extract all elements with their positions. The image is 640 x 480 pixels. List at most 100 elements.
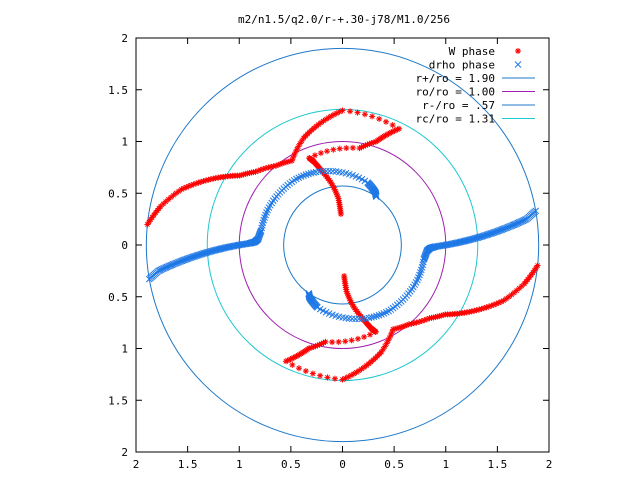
axis-ticks: 2 1.5 1 0.5 0 0.5 1 1.5 221.510.500.511.52 bbox=[108, 32, 552, 471]
data-point bbox=[361, 333, 368, 340]
data-point bbox=[223, 244, 230, 251]
data-point bbox=[372, 328, 379, 335]
data-point bbox=[468, 236, 475, 243]
legend-label: rc/ro = 1.31 bbox=[416, 113, 495, 126]
data-point bbox=[330, 146, 337, 153]
data-point bbox=[532, 207, 540, 215]
data-point bbox=[376, 115, 383, 122]
data-point bbox=[205, 248, 212, 256]
data-point bbox=[503, 295, 510, 302]
data-point bbox=[210, 247, 217, 254]
phase-points bbox=[144, 48, 541, 383]
y-tick-label: 1 bbox=[121, 136, 128, 149]
data-point bbox=[211, 246, 219, 254]
x-tick-label: 2 bbox=[133, 458, 140, 471]
data-point bbox=[456, 238, 464, 246]
y-tick-label: 2 bbox=[121, 32, 128, 45]
data-point bbox=[311, 152, 318, 159]
y-tick-label: 0 bbox=[121, 239, 128, 252]
data-point bbox=[145, 275, 153, 283]
data-point bbox=[368, 314, 375, 321]
data-point bbox=[208, 247, 216, 255]
data-point bbox=[335, 338, 342, 345]
data-point bbox=[206, 248, 214, 256]
legend-label: W phase bbox=[449, 45, 495, 58]
data-point bbox=[305, 170, 312, 178]
ring-0.57 bbox=[283, 185, 402, 305]
y-tick-label: 2 bbox=[121, 446, 128, 459]
data-point bbox=[220, 244, 228, 252]
data-point bbox=[295, 365, 302, 372]
data-point bbox=[326, 167, 333, 175]
legend-label: r-/ro = .57 bbox=[422, 99, 495, 112]
data-point bbox=[203, 249, 211, 256]
data-point bbox=[365, 314, 373, 322]
y-tick-label: 0.5 bbox=[108, 291, 128, 304]
data-point bbox=[455, 239, 462, 246]
data-point bbox=[298, 137, 305, 144]
data-point bbox=[144, 221, 151, 228]
data-point bbox=[219, 245, 226, 252]
data-point bbox=[348, 337, 355, 344]
data-point bbox=[464, 236, 471, 244]
data-point bbox=[471, 234, 479, 242]
data-point bbox=[336, 145, 343, 152]
x-tick-label: 0 bbox=[339, 458, 346, 471]
data-point bbox=[389, 122, 396, 129]
data-point bbox=[461, 237, 469, 245]
legend-label: r+/ro = 1.90 bbox=[416, 72, 495, 85]
x-tick-label: 1.5 bbox=[487, 458, 507, 471]
legend-label: drho phase bbox=[429, 59, 495, 72]
data-point bbox=[470, 235, 478, 243]
x-tick-label: 1 bbox=[236, 458, 243, 471]
data-point bbox=[474, 234, 482, 241]
data-point bbox=[361, 111, 368, 118]
x-tick-label: 2 bbox=[546, 458, 553, 471]
data-point bbox=[354, 109, 361, 116]
data-point bbox=[221, 244, 229, 252]
data-point bbox=[312, 168, 320, 176]
data-point bbox=[289, 361, 296, 368]
data-point bbox=[369, 113, 376, 120]
x-tick-label: 1.5 bbox=[178, 458, 198, 471]
data-point bbox=[370, 313, 378, 321]
data-point bbox=[302, 368, 309, 375]
data-point bbox=[457, 238, 465, 246]
data-point bbox=[329, 167, 337, 175]
x-tick-label: 0.5 bbox=[281, 458, 301, 471]
data-point bbox=[217, 245, 225, 253]
data-point bbox=[453, 239, 461, 247]
data-point bbox=[309, 370, 316, 377]
ring-1.9 bbox=[145, 47, 540, 443]
data-point bbox=[419, 261, 427, 269]
data-point bbox=[215, 245, 223, 253]
data-point bbox=[348, 315, 356, 323]
data-point bbox=[212, 246, 220, 254]
data-point bbox=[207, 247, 215, 255]
data-point bbox=[473, 234, 480, 242]
data-point bbox=[324, 374, 331, 381]
data-point bbox=[258, 221, 266, 229]
x-tick-label: 0.5 bbox=[384, 458, 404, 471]
data-point bbox=[310, 169, 317, 176]
data-point bbox=[316, 341, 323, 348]
data-point bbox=[396, 125, 403, 132]
legend-marker bbox=[515, 48, 521, 54]
data-point bbox=[462, 237, 470, 245]
y-tick-label: 1 bbox=[121, 343, 128, 356]
data-point bbox=[324, 148, 331, 155]
data-point bbox=[307, 169, 315, 177]
data-point bbox=[383, 118, 390, 125]
data-point bbox=[329, 339, 336, 346]
data-point bbox=[317, 150, 324, 157]
data-point bbox=[367, 331, 374, 338]
data-point bbox=[373, 312, 380, 320]
x-tick-label: 1 bbox=[442, 458, 449, 471]
data-point bbox=[175, 188, 182, 195]
data-point bbox=[352, 315, 359, 323]
legend-marker bbox=[514, 61, 522, 68]
data-point bbox=[459, 238, 466, 245]
data-point bbox=[214, 246, 221, 254]
